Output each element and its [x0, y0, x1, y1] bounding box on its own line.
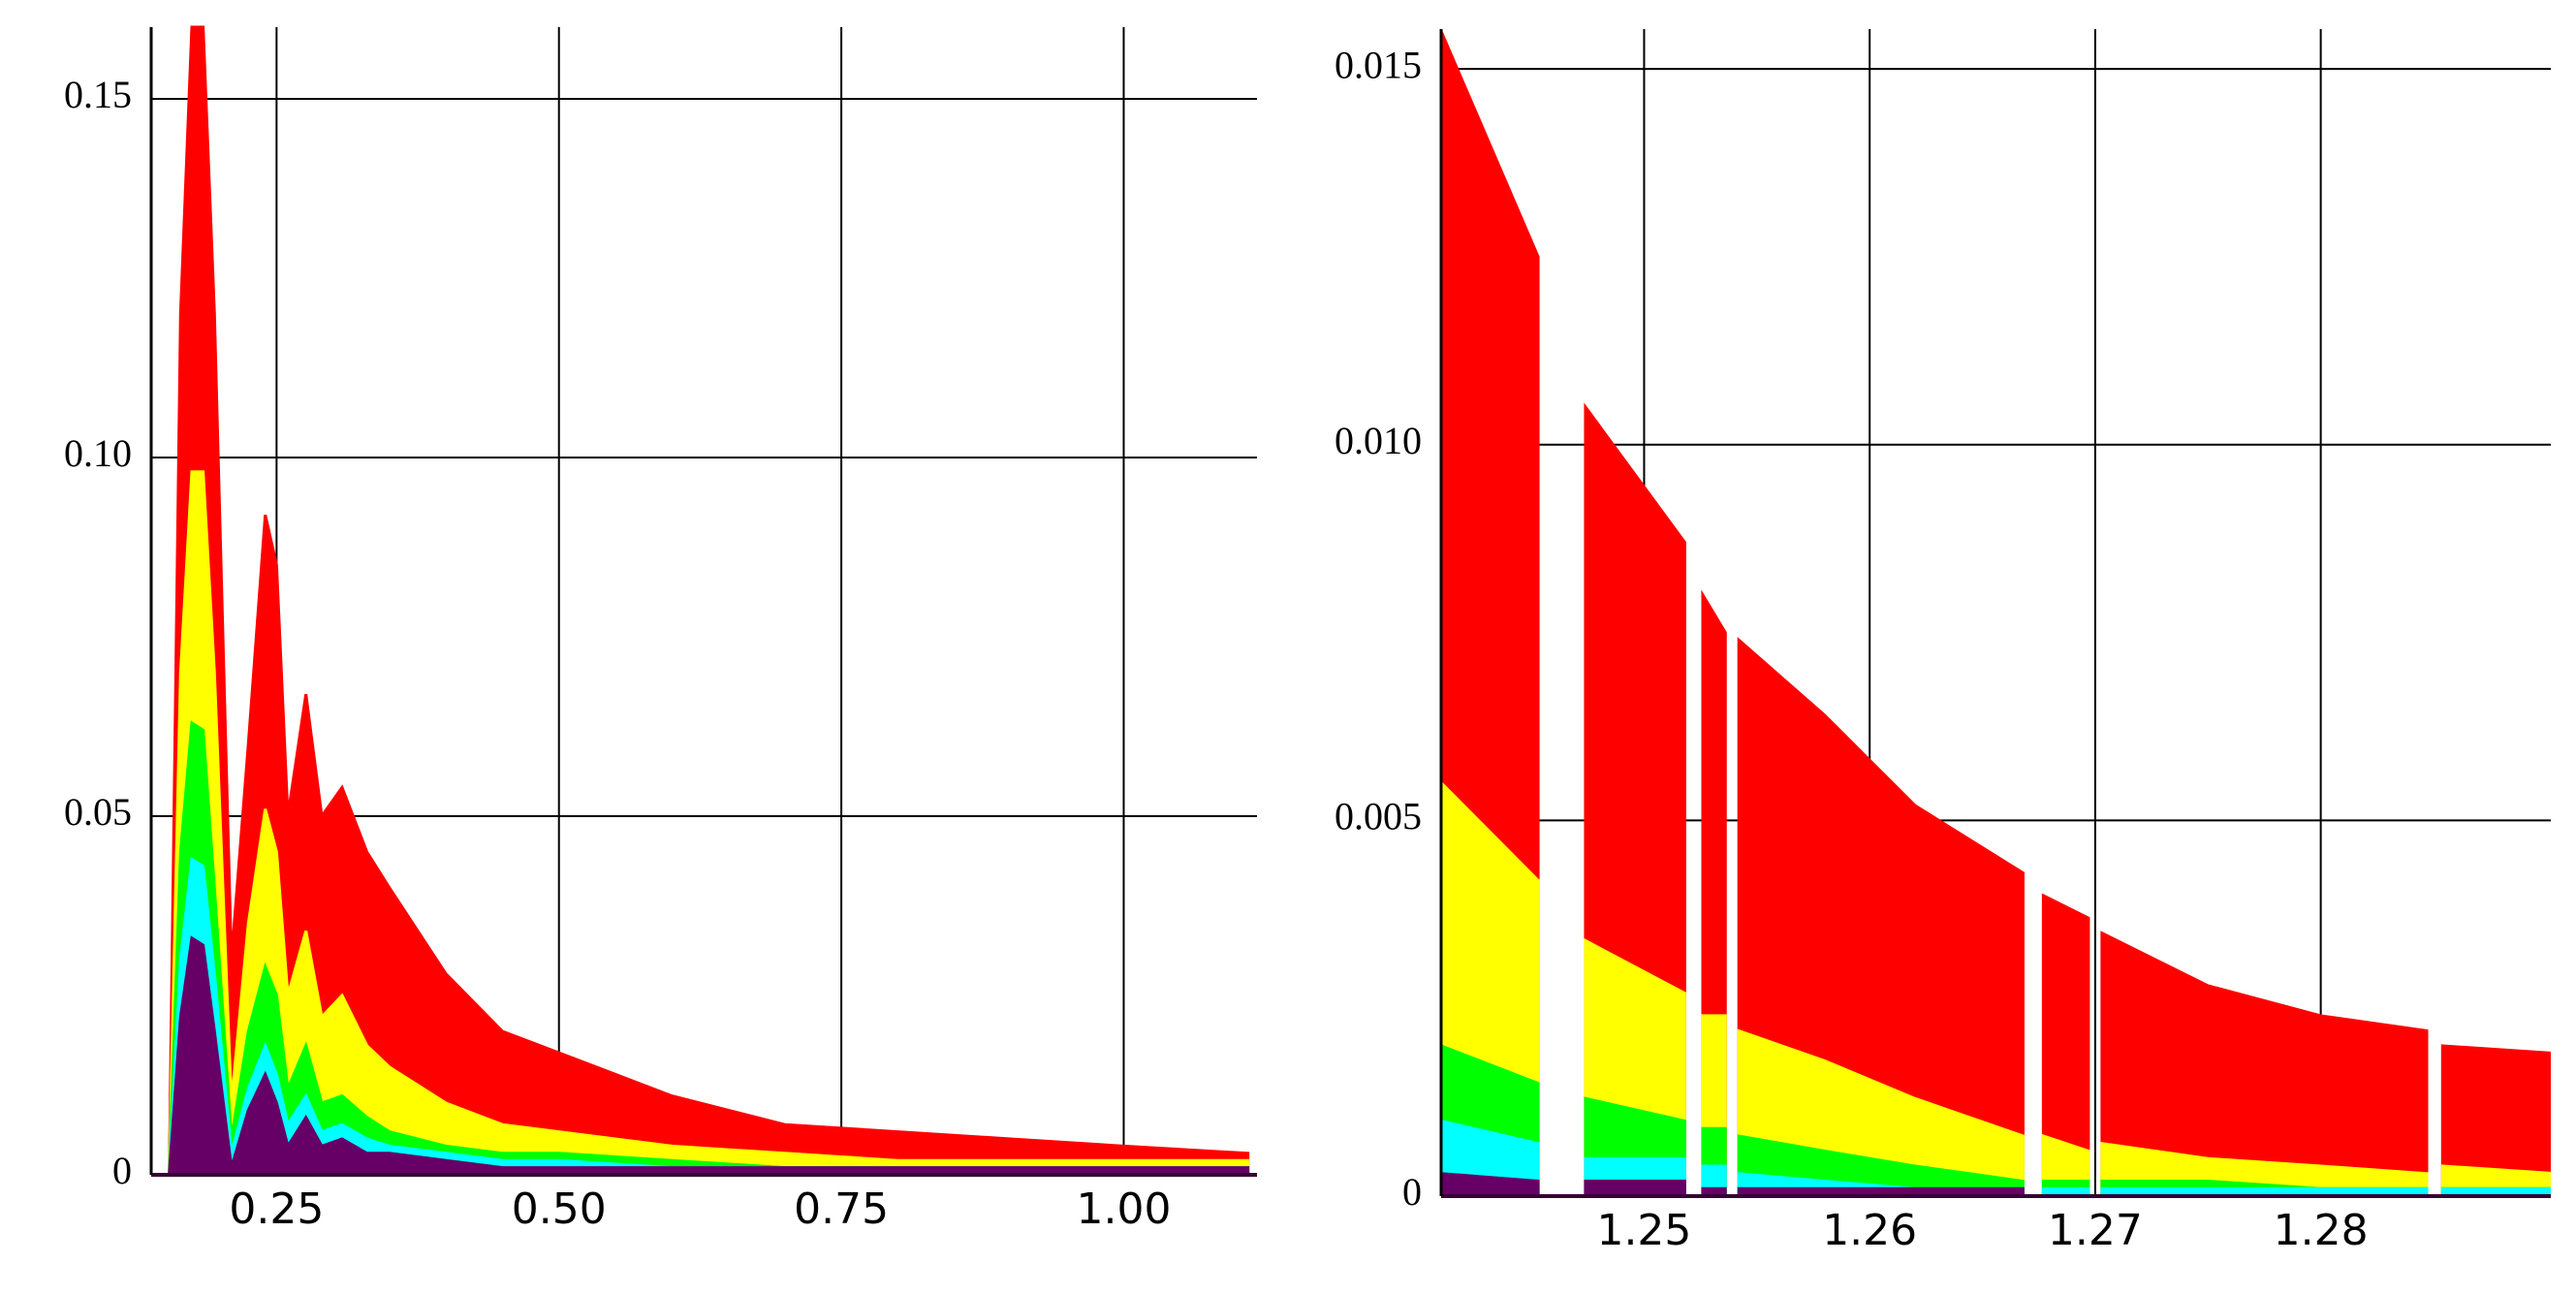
x-tick-label: 1.26: [1822, 1206, 1917, 1255]
x-tick-label: 1.28: [2274, 1206, 2369, 1255]
area: [1441, 780, 2551, 1198]
x-tick-label: 0.25: [229, 1184, 324, 1234]
x-tick-label: 0.50: [512, 1184, 607, 1234]
y-tick-label: 0.010: [1335, 419, 1422, 462]
x-tick-label: 1.00: [1076, 1184, 1171, 1234]
y-tick-label: 0.005: [1335, 795, 1422, 838]
area: [168, 935, 1250, 1177]
plot-area: [1441, 30, 2551, 1198]
chart-panel: 1.25 1.26 1.27 1.28 0 0.005 0.010 0.015: [1335, 29, 2551, 1255]
area: [1441, 1044, 2551, 1198]
x-tick-label: 1.27: [2048, 1206, 2143, 1255]
y-tick-label: 0: [112, 1149, 132, 1192]
x-tick-label: 1.25: [1596, 1206, 1691, 1255]
y-tick-label: 0.05: [64, 790, 132, 834]
y-tick-label: 0: [1402, 1170, 1422, 1214]
y-tick-label: 0.10: [64, 431, 132, 475]
area: [1441, 30, 2551, 1198]
y-tick-label: 0.015: [1335, 43, 1422, 86]
x-tick-label: 0.75: [794, 1184, 889, 1234]
plot-area: [168, 25, 1250, 1177]
area: [168, 25, 1250, 1177]
chart-panel: 0.25 0.50 0.75 1.00 0 0.05 0.10 0.15: [64, 25, 1257, 1234]
y-tick-label: 0.15: [64, 73, 132, 116]
